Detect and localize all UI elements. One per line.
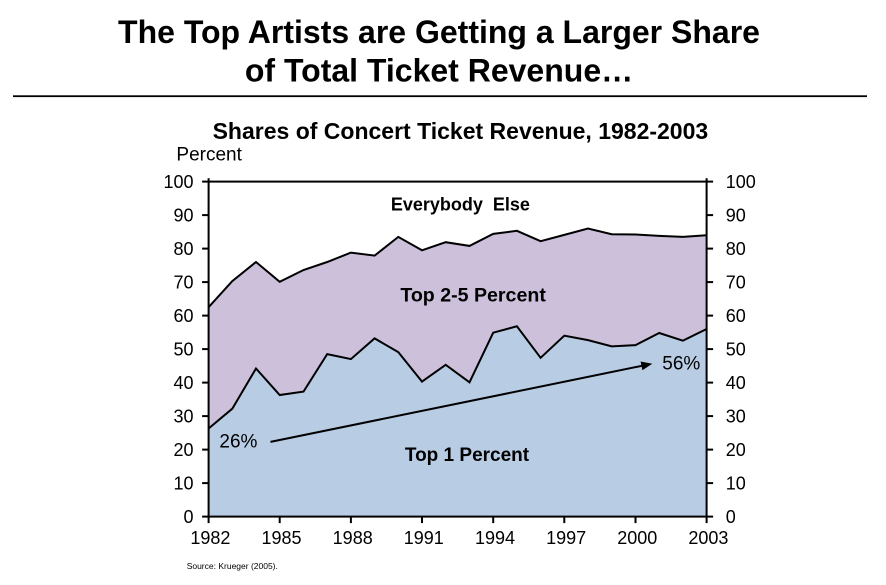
svg-text:100: 100 <box>163 172 193 192</box>
svg-text:1985: 1985 <box>261 528 301 548</box>
svg-text:Source: Krueger (2005).: Source: Krueger (2005). <box>187 561 278 571</box>
svg-text:50: 50 <box>173 340 193 360</box>
svg-text:1988: 1988 <box>333 528 373 548</box>
svg-text:56%: 56% <box>662 354 700 375</box>
svg-text:60: 60 <box>173 306 193 326</box>
svg-text:1991: 1991 <box>404 528 444 548</box>
svg-text:80: 80 <box>726 239 746 259</box>
svg-text:90: 90 <box>726 206 746 226</box>
svg-text:90: 90 <box>173 206 193 226</box>
svg-text:Shares of Concert Ticket Reven: Shares of Concert Ticket Revenue, 1982-2… <box>213 118 709 144</box>
svg-text:40: 40 <box>173 373 193 393</box>
svg-text:1982: 1982 <box>190 528 230 548</box>
svg-text:The Top Artists are Getting a: The Top Artists are Getting a Larger Sha… <box>118 14 760 50</box>
svg-text:Top 2-5 Percent: Top 2-5 Percent <box>400 284 546 306</box>
svg-text:100: 100 <box>726 172 756 192</box>
svg-text:0: 0 <box>726 507 736 527</box>
svg-text:Top 1 Percent: Top 1 Percent <box>405 445 530 466</box>
svg-text:1994: 1994 <box>475 528 515 548</box>
svg-text:of Total Ticket Revenue…: of Total Ticket Revenue… <box>245 52 633 88</box>
svg-text:10: 10 <box>173 474 193 494</box>
svg-text:30: 30 <box>173 407 193 427</box>
svg-text:20: 20 <box>173 440 193 460</box>
svg-text:50: 50 <box>726 340 746 360</box>
svg-text:70: 70 <box>726 273 746 293</box>
svg-text:1997: 1997 <box>546 528 586 548</box>
svg-text:26%: 26% <box>219 432 257 453</box>
svg-text:2000: 2000 <box>617 528 657 548</box>
svg-text:20: 20 <box>726 440 746 460</box>
svg-text:30: 30 <box>726 407 746 427</box>
svg-text:2003: 2003 <box>688 528 728 548</box>
svg-text:Percent: Percent <box>176 145 242 166</box>
svg-text:40: 40 <box>726 373 746 393</box>
svg-text:0: 0 <box>183 507 193 527</box>
svg-text:10: 10 <box>726 474 746 494</box>
svg-text:80: 80 <box>173 239 193 259</box>
svg-text:Everybody Else: Everybody Else <box>391 194 530 214</box>
svg-text:60: 60 <box>726 306 746 326</box>
svg-text:70: 70 <box>173 273 193 293</box>
